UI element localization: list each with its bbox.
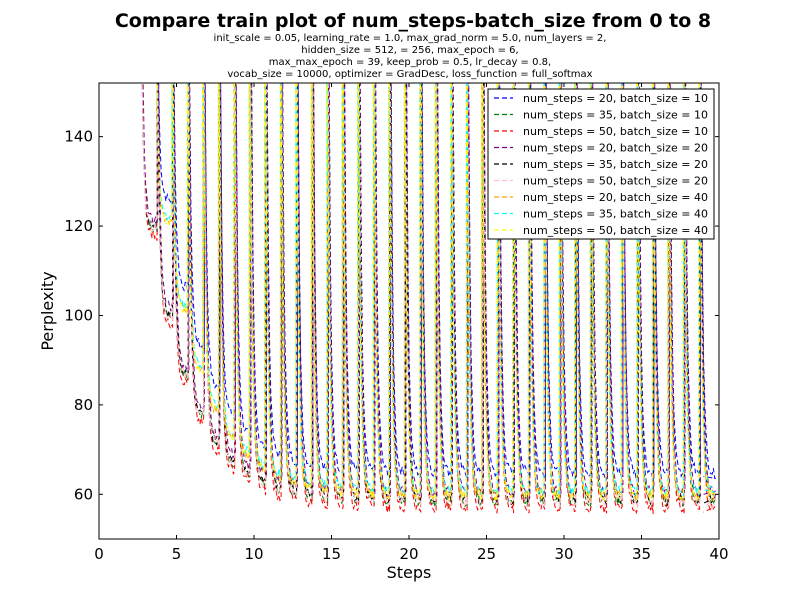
x-tick-label: 20 — [399, 545, 418, 563]
chart-subtitle-line-2: hidden_size = 512, = 256, max_epoch = 6, — [301, 45, 518, 56]
y-tick-label: 80 — [74, 396, 93, 414]
y-tick-label: 140 — [64, 128, 93, 146]
y-axis-label: Perplexity — [38, 271, 57, 350]
legend-label: num_steps = 35, batch_size = 40 — [523, 208, 708, 221]
ticks-layer: 0 5 10 15 20 25 30 35 40 60 80 100 120 140 — [64, 83, 729, 563]
legend-label: num_steps = 35, batch_size = 20 — [523, 158, 708, 171]
x-tick-label: 5 — [172, 545, 182, 563]
legend-label: num_steps = 50, batch_size = 40 — [523, 224, 708, 237]
chart-subtitle-line-1: init_scale = 0.05, learning_rate = 1.0, … — [214, 33, 607, 44]
legend: num_steps = 20, batch_size = 10 num_steps… — [487, 88, 715, 240]
chart-title: Compare train plot of num_steps-batch_si… — [115, 10, 711, 32]
chart-subtitle-line-4: vocab_size = 10000, optimizer = GradDesc… — [227, 69, 592, 80]
legend-label: num_steps = 20, batch_size = 20 — [523, 142, 708, 155]
x-tick-label: 30 — [554, 545, 573, 563]
x-tick-label: 35 — [632, 545, 651, 563]
x-tick-label: 10 — [244, 545, 263, 563]
chart-subtitle-line-3: max_max_epoch = 39, keep_prob = 0.5, lr_… — [269, 57, 551, 68]
legend-label: num_steps = 35, batch_size = 10 — [523, 109, 708, 122]
x-tick-label: 40 — [709, 545, 728, 563]
legend-label: num_steps = 50, batch_size = 20 — [523, 175, 708, 188]
series-line — [141, 83, 716, 509]
x-tick-label: 25 — [477, 545, 496, 563]
legend-label: num_steps = 20, batch_size = 40 — [523, 191, 708, 204]
x-tick-label: 15 — [322, 545, 341, 563]
legend-box — [487, 88, 715, 240]
x-tick-label: 0 — [94, 545, 104, 563]
legend-label: num_steps = 50, batch_size = 10 — [523, 125, 708, 138]
y-tick-label: 120 — [64, 217, 93, 235]
x-axis-label: Steps — [387, 563, 432, 582]
series-layer — [141, 83, 717, 515]
legend-label: num_steps = 20, batch_size = 10 — [523, 92, 708, 105]
y-tick-label: 60 — [74, 485, 93, 503]
y-tick-label: 100 — [64, 306, 93, 324]
